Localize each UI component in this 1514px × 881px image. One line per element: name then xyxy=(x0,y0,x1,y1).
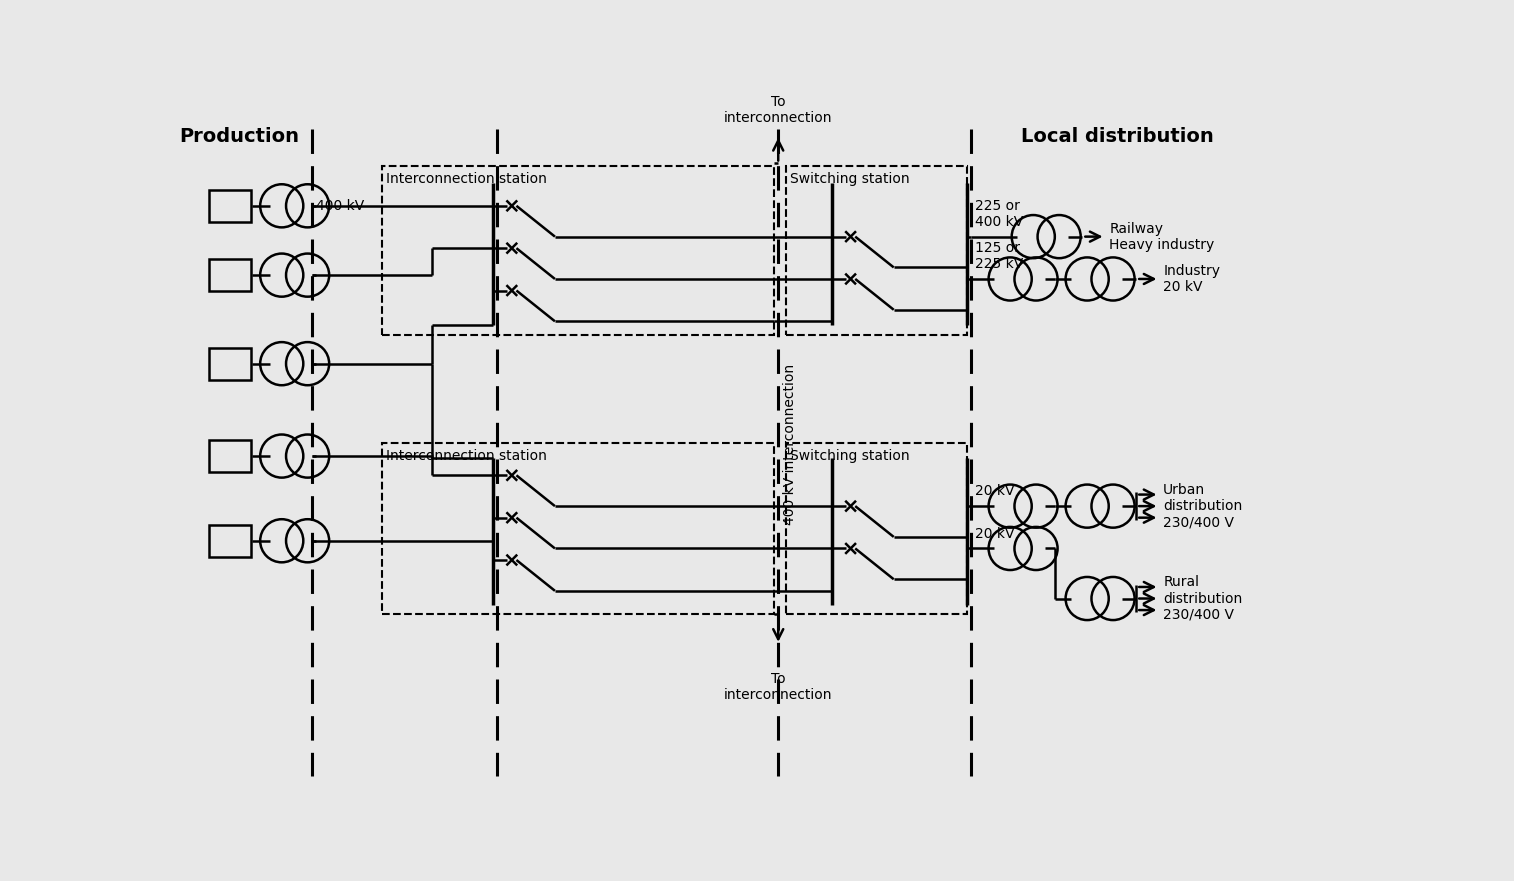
Text: Production: Production xyxy=(179,127,300,146)
Text: Interconnection station: Interconnection station xyxy=(386,172,547,186)
Text: Industry
20 kV: Industry 20 kV xyxy=(1163,264,1220,294)
Text: Urban
distribution
230/400 V: Urban distribution 230/400 V xyxy=(1163,483,1243,529)
Bar xyxy=(382,166,774,335)
Bar xyxy=(209,440,251,472)
Text: Switching station: Switching station xyxy=(790,172,910,186)
Text: Interconnection station: Interconnection station xyxy=(386,449,547,463)
Bar xyxy=(209,259,251,292)
Text: Local distribution: Local distribution xyxy=(1020,127,1213,146)
Text: To
interconnection: To interconnection xyxy=(724,671,833,702)
Bar xyxy=(786,443,967,614)
Bar xyxy=(209,189,251,222)
Bar xyxy=(786,166,967,335)
Text: 20 kV: 20 kV xyxy=(975,485,1014,499)
Text: Railway
Heavy industry: Railway Heavy industry xyxy=(1110,221,1214,252)
Text: 125 or
225 kV: 125 or 225 kV xyxy=(975,241,1023,271)
Text: Switching station: Switching station xyxy=(790,449,910,463)
Text: 20 kV: 20 kV xyxy=(975,527,1014,541)
Text: To
interconnection: To interconnection xyxy=(724,95,833,125)
Bar xyxy=(209,347,251,380)
Bar xyxy=(382,443,774,614)
Text: 225 or
400 kV: 225 or 400 kV xyxy=(975,199,1023,229)
Text: 400 kV: 400 kV xyxy=(316,199,365,213)
Text: Rural
distribution
230/400 V: Rural distribution 230/400 V xyxy=(1163,575,1243,622)
Text: 400 kV interconnection: 400 kV interconnection xyxy=(783,364,796,525)
Bar xyxy=(209,524,251,557)
